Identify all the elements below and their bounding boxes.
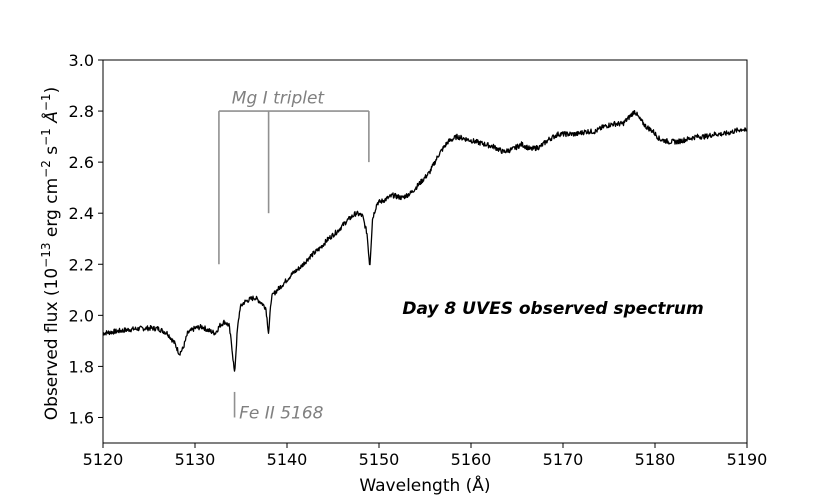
y-axis-label-exponent: −13	[39, 242, 53, 267]
y-axis-label-exponent: −1	[39, 93, 53, 111]
y-axis-label-part: Å	[40, 111, 62, 128]
y-tick-label: 1.8	[69, 357, 94, 376]
y-axis-label-part: )	[42, 87, 62, 94]
y-axis-label-part: Observed flux (10	[42, 268, 62, 420]
x-axis-ticks: 5120 5130 5140 5150 5160 5170 5180 5190	[83, 443, 768, 469]
chart-title: Day 8 UVES observed spectrum	[402, 299, 703, 319]
x-tick-label: 5170	[543, 450, 584, 469]
y-tick-label: 2.6	[69, 153, 94, 172]
y-axis-label-exponent: −1	[39, 128, 53, 146]
y-axis-label-part: s	[42, 146, 62, 160]
x-tick-label: 5190	[727, 450, 768, 469]
x-tick-label: 5140	[267, 450, 308, 469]
x-tick-label: 5130	[175, 450, 216, 469]
spectrum-line	[102, 109, 748, 372]
y-axis-label-exponent: −2	[39, 160, 53, 178]
y-axis-label-part: erg cm	[42, 178, 62, 243]
y-tick-label: 2.8	[69, 102, 94, 121]
y-tick-label: 2.2	[69, 255, 94, 274]
x-tick-label: 5160	[451, 450, 492, 469]
x-axis-label: Wavelength (Å)	[359, 474, 490, 496]
x-tick-label: 5150	[359, 450, 400, 469]
y-tick-label: 1.6	[69, 408, 94, 427]
x-tick-label: 5180	[635, 450, 676, 469]
plot-frame	[102, 59, 748, 444]
x-tick-label: 5120	[83, 450, 124, 469]
y-axis-label: Observed flux (10−13 erg cm−2 s−1 Å−1)	[39, 87, 62, 420]
mg-triplet-label: Mg I triplet	[232, 88, 326, 108]
fe-ii-label: Fe II 5168	[239, 403, 324, 423]
y-tick-label: 2.0	[69, 306, 94, 325]
y-axis-ticks: 1.6 1.8 2.0 2.2 2.4 2.6 2.8 3.0	[69, 51, 103, 427]
y-tick-label: 2.4	[69, 204, 94, 223]
y-tick-label: 3.0	[69, 51, 94, 70]
annotation-layer	[218, 110, 370, 418]
